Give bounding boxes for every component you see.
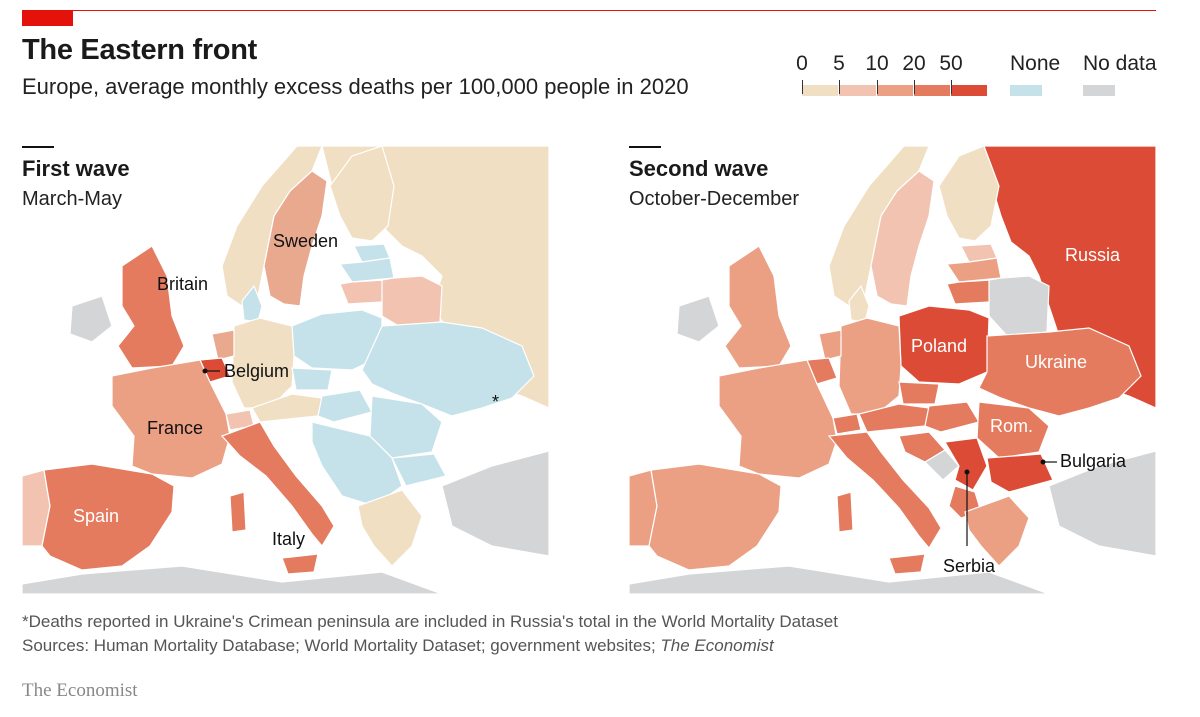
- first-wave-map: Sweden Britain Belgium France Spain Ital…: [22, 146, 549, 594]
- brand-logo: The Economist: [22, 680, 138, 701]
- label-italy: Italy: [272, 529, 305, 549]
- label-belgium: Belgium: [224, 361, 289, 381]
- latvia: [945, 257, 1002, 283]
- legend-tick-mark: [914, 80, 915, 94]
- czechia: [291, 367, 333, 391]
- label-crimea-asterisk: *: [492, 392, 499, 412]
- north-africa: [629, 565, 1050, 594]
- serbia: [944, 437, 988, 491]
- belarus: [988, 275, 1050, 339]
- legend-swatch-10-20: [877, 85, 913, 96]
- finland: [938, 146, 1000, 242]
- belarus: [381, 275, 443, 329]
- legend-tick-10: 10: [865, 52, 889, 75]
- legend-nodata-label: No data: [1083, 52, 1157, 75]
- legend-swatch-20-50: [914, 85, 950, 96]
- legend-swatch-nodata: [1083, 85, 1115, 96]
- legend: 0 5 10 20 50 None No data: [780, 50, 1160, 110]
- label-bulgaria: Bulgaria: [1060, 451, 1127, 471]
- chart-subtitle: Europe, average monthly excess deaths pe…: [22, 74, 689, 99]
- panel1-title: First wave: [22, 156, 130, 181]
- turkey: [1048, 450, 1156, 557]
- ukraine: [978, 327, 1142, 417]
- legend-swatch-0-5: [802, 85, 838, 96]
- belgium-dot: [202, 368, 208, 374]
- legend-tick-20: 20: [902, 52, 926, 75]
- brand-red-tab: [22, 10, 73, 26]
- panel1-rule: [22, 146, 54, 148]
- sources-italic: The Economist: [660, 636, 774, 655]
- north-africa: [22, 565, 443, 594]
- label-ukraine: Ukraine: [1025, 352, 1087, 372]
- panel2-title: Second wave: [629, 156, 769, 181]
- lithuania: [339, 279, 385, 305]
- legend-tick-mark: [877, 80, 878, 94]
- sweden: [870, 170, 935, 307]
- ireland: [676, 295, 720, 343]
- label-france: France: [147, 418, 203, 438]
- netherlands: [818, 329, 842, 361]
- lithuania: [946, 279, 992, 305]
- netherlands: [211, 329, 235, 361]
- britain: [117, 245, 185, 369]
- turkey: [441, 450, 549, 557]
- germany: [838, 317, 902, 415]
- sicily: [281, 553, 319, 575]
- legend-swatch-5-10: [839, 85, 876, 96]
- label-poland: Poland: [911, 336, 967, 356]
- france: [718, 359, 838, 479]
- hungary: [317, 389, 373, 423]
- denmark: [241, 284, 263, 323]
- sources-text: Sources: Human Mortality Database; World…: [22, 636, 661, 655]
- denmark: [848, 284, 870, 323]
- greece: [357, 489, 423, 567]
- switzerland: [832, 413, 862, 435]
- label-spain: Spain: [73, 506, 119, 526]
- label-sweden: Sweden: [273, 231, 338, 251]
- finland: [329, 146, 395, 242]
- ukraine: [361, 321, 535, 417]
- greece: [964, 495, 1030, 567]
- top-rule: [22, 10, 1156, 11]
- sardinia: [229, 491, 247, 533]
- sources: Sources: Human Mortality Database; World…: [22, 636, 774, 656]
- panel2-subtitle: October-December: [629, 188, 800, 210]
- chart-title: The Eastern front: [22, 34, 257, 66]
- britain: [724, 245, 792, 369]
- second-wave-map: Russia Poland Ukraine Rom. Bulgaria Serb…: [629, 146, 1156, 594]
- label-russia: Russia: [1065, 245, 1121, 265]
- spain: [41, 463, 175, 571]
- label-romania: Rom.: [990, 416, 1033, 436]
- sardinia: [836, 491, 854, 533]
- bulgaria: [986, 453, 1054, 493]
- spain: [648, 463, 782, 571]
- sicily: [888, 553, 926, 575]
- legend-swatch-50-plus: [951, 85, 987, 96]
- label-britain: Britain: [157, 274, 208, 294]
- legend-tick-mark: [839, 80, 840, 94]
- ireland: [69, 295, 113, 343]
- legend-tick-5: 5: [833, 52, 845, 75]
- sweden: [263, 170, 328, 307]
- panel2-rule: [629, 146, 661, 148]
- legend-tick-50: 50: [939, 52, 963, 75]
- label-serbia: Serbia: [943, 556, 996, 576]
- italy: [827, 431, 942, 550]
- italy: [220, 421, 335, 548]
- legend-swatch-none: [1010, 85, 1042, 96]
- legend-tick-mark: [802, 80, 803, 94]
- latvia: [338, 257, 395, 283]
- footnote: *Deaths reported in Ukraine's Crimean pe…: [22, 612, 838, 631]
- legend-tick-mark: [951, 80, 952, 94]
- panel1-subtitle: March-May: [22, 188, 123, 210]
- germany: [231, 317, 295, 409]
- czechia: [898, 381, 940, 405]
- legend-none-label: None: [1010, 52, 1061, 75]
- bulgaria: [391, 453, 447, 487]
- hungary: [924, 401, 980, 433]
- legend-tick-0: 0: [796, 52, 808, 75]
- france: [111, 359, 231, 479]
